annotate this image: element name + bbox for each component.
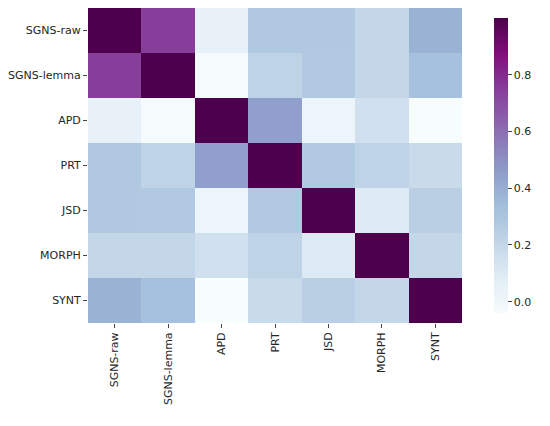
svg-text:SYNT: SYNT [429,332,442,361]
svg-text:SYNT: SYNT [52,294,81,307]
svg-text:SGNS-raw: SGNS-raw [108,332,121,387]
svg-text:PRT: PRT [269,332,282,352]
svg-text:APD: APD [58,114,81,127]
svg-text:JSD: JSD [61,204,81,217]
svg-text:APD: APD [215,332,228,355]
svg-text:PRT: PRT [61,159,81,172]
svg-text:SGNS-raw: SGNS-raw [26,24,81,37]
svg-text:SGNS-lemma: SGNS-lemma [162,332,175,405]
svg-text:0.0: 0.0 [514,296,532,309]
svg-text:0.2: 0.2 [514,239,532,252]
svg-text:MORPH: MORPH [40,249,81,262]
svg-text:JSD: JSD [322,332,335,352]
svg-text:0.8: 0.8 [514,69,532,82]
svg-text:MORPH: MORPH [375,332,388,373]
svg-text:SGNS-lemma: SGNS-lemma [8,69,81,82]
svg-text:0.4: 0.4 [514,182,532,195]
svg-text:0.6: 0.6 [514,125,532,138]
